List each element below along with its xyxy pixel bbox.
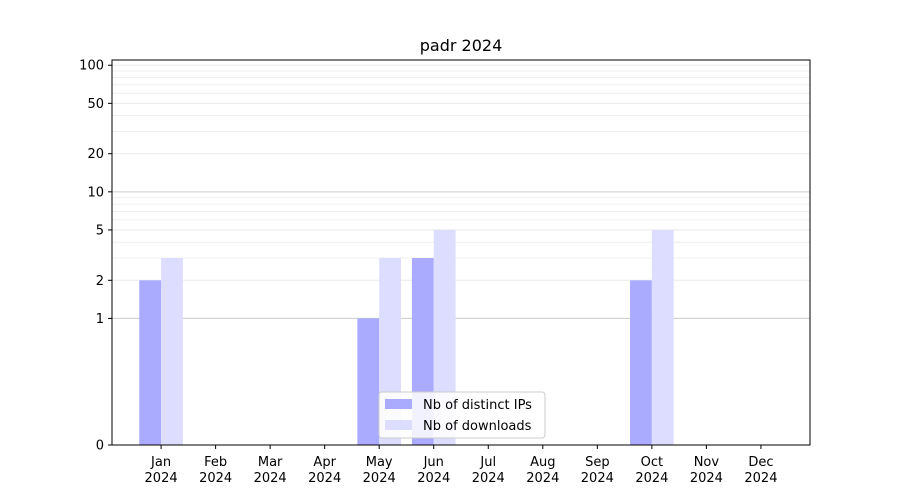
x-tick-label-month: Mar — [258, 455, 283, 470]
x-tick-label-month: Jun — [423, 455, 444, 470]
x-tick-label-month: Nov — [694, 455, 720, 470]
y-tick-label: 50 — [87, 97, 104, 112]
legend: Nb of distinct IPs Nb of downloads — [378, 391, 546, 439]
x-tick-label-month: Oct — [641, 455, 663, 470]
x-tick-label-year: 2024 — [363, 471, 396, 486]
x-tick-label-year: 2024 — [417, 471, 450, 486]
x-tick-label-month: May — [366, 455, 393, 470]
x-tick-label-month: Jan — [150, 455, 171, 470]
chart-title: padr 2024 — [420, 36, 503, 55]
x-tick-label-year: 2024 — [199, 471, 232, 486]
bar-distinct-ips — [357, 318, 380, 445]
y-tick-label: 20 — [87, 147, 104, 162]
x-tick-label-year: 2024 — [744, 471, 777, 486]
legend-label: Nb of distinct IPs — [423, 398, 532, 413]
y-tick-label: 1 — [96, 312, 104, 327]
x-tick-label-year: 2024 — [690, 471, 723, 486]
x-tick-label-month: Apr — [313, 455, 336, 470]
bar-downloads — [651, 229, 674, 445]
bar-downloads — [433, 229, 456, 445]
x-tick-label-year: 2024 — [526, 471, 559, 486]
legend-swatch — [385, 399, 412, 409]
y-tick-label: 2 — [96, 274, 104, 289]
x-tick-label-month: Sep — [585, 455, 610, 470]
bar-distinct-ips — [139, 280, 162, 445]
x-axis: Jan2024Feb2024Mar2024Apr2024May2024Jun20… — [145, 445, 777, 486]
y-tick-label: 100 — [79, 59, 104, 74]
legend-label: Nb of downloads — [423, 419, 532, 434]
y-tick-label: 0 — [96, 439, 104, 454]
x-tick-label-year: 2024 — [635, 471, 668, 486]
y-tick-label: 5 — [96, 223, 104, 238]
y-axis: 0 1 2 5 10 20 50 100 — [79, 59, 112, 454]
legend-swatch — [385, 420, 412, 430]
x-tick-label-month: Dec — [748, 455, 773, 470]
bar-downloads — [161, 258, 183, 445]
x-tick-label-month: Feb — [204, 455, 227, 470]
bar-distinct-ips — [630, 280, 652, 445]
x-tick-label-year: 2024 — [581, 471, 614, 486]
x-tick-label-year: 2024 — [145, 471, 178, 486]
x-tick-label-year: 2024 — [254, 471, 287, 486]
x-tick-label-year: 2024 — [308, 471, 341, 486]
legend-box — [378, 391, 546, 439]
plot-frame — [111, 59, 811, 446]
x-tick-label-year: 2024 — [472, 471, 505, 486]
y-tick-label: 10 — [87, 185, 104, 200]
x-tick-label-month: Aug — [530, 455, 555, 470]
x-tick-label-month: Jul — [479, 455, 496, 470]
